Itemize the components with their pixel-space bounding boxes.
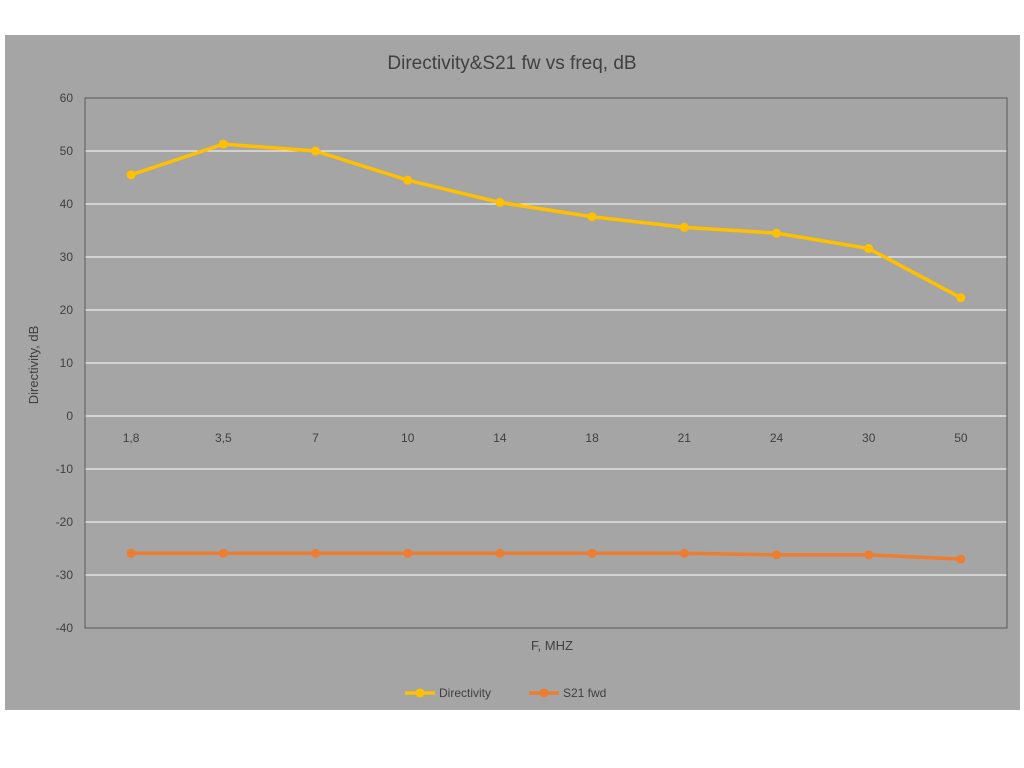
legend[interactable]: Directivity S21 fwd xyxy=(405,686,606,700)
y-tick-label: 60 xyxy=(60,91,74,105)
data-point xyxy=(403,548,413,558)
chart-area: Directivity&S21 fw vs freq, dB Directivi… xyxy=(5,35,1020,710)
x-tick-label: 14 xyxy=(493,431,507,445)
data-point xyxy=(679,548,689,558)
legend-label: Directivity xyxy=(439,686,491,700)
data-point xyxy=(126,170,136,180)
y-tick-label: 40 xyxy=(60,197,74,211)
y-tick-label: 20 xyxy=(60,303,74,317)
series-0 xyxy=(126,139,966,303)
data-point xyxy=(864,550,874,560)
data-point xyxy=(587,548,597,558)
data-point xyxy=(772,228,781,238)
y-tick-label: 50 xyxy=(60,144,74,158)
data-point xyxy=(218,139,228,149)
y-tick-label: -30 xyxy=(56,568,74,582)
x-tick-label: 3,5 xyxy=(215,431,232,445)
y-tick-label: 10 xyxy=(60,356,74,370)
series-1 xyxy=(126,548,966,564)
legend-item-1[interactable]: S21 fwd xyxy=(529,686,606,700)
data-point xyxy=(956,293,966,303)
y-tick-labels: 60 50 40 30 20 10 0 -10 -20 -30 -40 xyxy=(56,91,74,635)
y-tick-label: -10 xyxy=(56,462,74,476)
x-tick-label: 7 xyxy=(312,431,319,445)
data-point xyxy=(495,548,505,558)
x-axis-label: F, MHZ xyxy=(531,638,573,653)
chart-svg: Directivity&S21 fw vs freq, dB Directivi… xyxy=(26,53,1008,700)
y-axis-label: Directivity, dB xyxy=(26,326,41,405)
data-point xyxy=(772,550,781,560)
grid-layer xyxy=(85,150,1007,576)
legend-label: S21 fwd xyxy=(563,686,606,700)
x-tick-label: 50 xyxy=(954,431,968,445)
series-line xyxy=(131,551,961,561)
data-point xyxy=(679,222,689,232)
x-tick-label: 21 xyxy=(678,431,692,445)
data-point xyxy=(495,197,505,207)
data-point xyxy=(218,548,228,558)
x-tick-label: 18 xyxy=(585,431,599,445)
data-point xyxy=(587,212,597,222)
x-tick-label: 24 xyxy=(770,431,784,445)
data-point xyxy=(403,175,413,185)
data-point xyxy=(864,244,874,254)
data-point xyxy=(311,548,320,558)
series-line xyxy=(130,142,962,300)
legend-item-0[interactable]: Directivity xyxy=(405,686,491,700)
x-tick-label: 30 xyxy=(862,431,876,445)
y-tick-label: -40 xyxy=(56,621,74,635)
y-tick-label: -20 xyxy=(56,515,74,529)
data-point xyxy=(311,146,320,156)
x-tick-label: 10 xyxy=(401,431,415,445)
x-tick-labels: 1,8 3,5 7 10 14 18 21 24 30 50 xyxy=(123,431,968,445)
y-tick-label: 30 xyxy=(60,250,74,264)
data-point xyxy=(126,548,136,558)
legend-swatch-marker xyxy=(539,688,549,698)
x-tick-label: 1,8 xyxy=(123,431,140,445)
chart-title: Directivity&S21 fw vs freq, dB xyxy=(387,53,636,74)
plot-frame xyxy=(84,97,1008,629)
data-point xyxy=(956,554,966,564)
series-layer xyxy=(126,139,966,564)
legend-swatch-marker xyxy=(415,688,425,698)
y-tick-label: 0 xyxy=(66,409,73,423)
